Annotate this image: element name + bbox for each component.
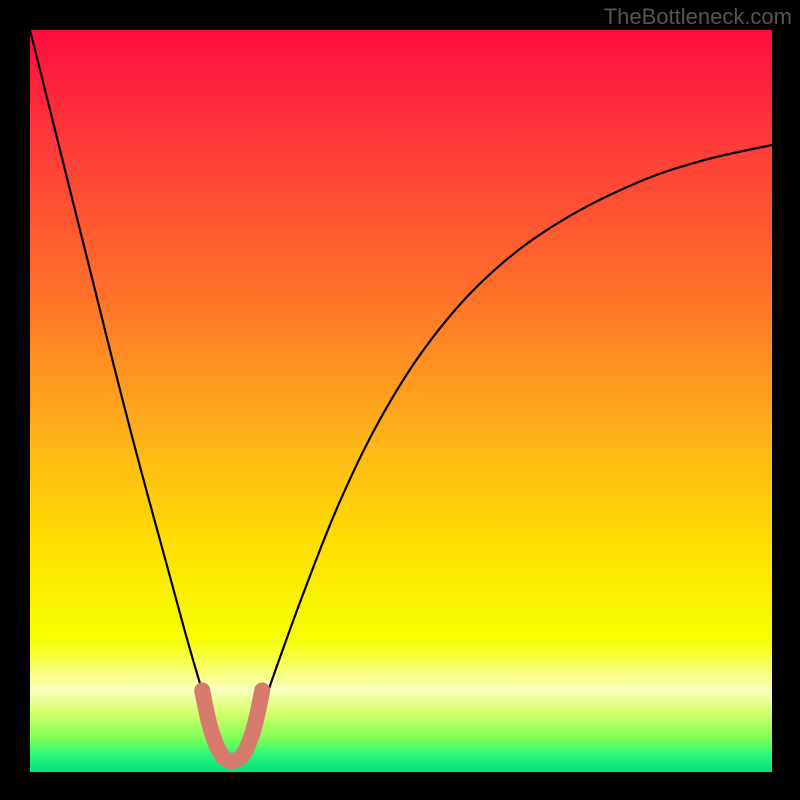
curve-svg <box>30 30 772 772</box>
plot-frame <box>30 30 772 772</box>
watermark-text: TheBottleneck.com <box>604 4 792 30</box>
bottom-u-marker <box>202 690 262 760</box>
bottleneck-curve <box>30 30 772 764</box>
